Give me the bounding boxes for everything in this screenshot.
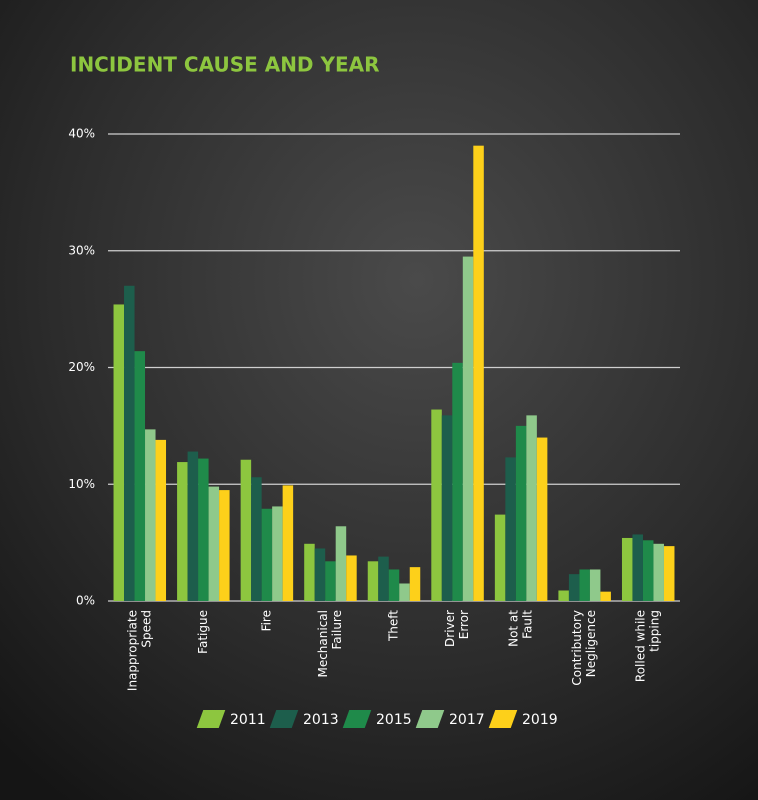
- bar: [304, 543, 315, 601]
- bar: [579, 569, 590, 601]
- bar: [441, 415, 453, 601]
- bar: [452, 362, 463, 601]
- legend-swatch: [342, 710, 372, 728]
- bar: [589, 569, 601, 601]
- bar: [208, 486, 220, 601]
- x-tick-label: Driver: [443, 610, 457, 647]
- bar: [621, 537, 633, 601]
- y-tick-label: 30%: [68, 243, 95, 257]
- bar: [558, 590, 569, 601]
- bar: [378, 556, 389, 601]
- bar: [282, 485, 294, 601]
- bar: [653, 543, 664, 601]
- legend-label: 2019: [522, 712, 558, 728]
- bar: [187, 451, 199, 601]
- x-tick-label: Contributory: [570, 610, 584, 686]
- x-tick-label: tipping: [648, 610, 662, 652]
- bar: [134, 351, 146, 601]
- bar: [155, 439, 167, 601]
- legend-swatch: [196, 710, 226, 728]
- bar: [600, 591, 611, 601]
- legend-swatch: [415, 710, 445, 728]
- x-tick-label: Rolled while: [634, 610, 648, 682]
- bar: [219, 490, 230, 601]
- bar: [272, 506, 283, 601]
- x-tick-label: Inappropriate: [125, 610, 139, 691]
- bar: [198, 458, 209, 601]
- bar: [632, 534, 643, 601]
- bar: [325, 561, 336, 601]
- bar: [367, 561, 379, 601]
- legend-swatch: [269, 710, 299, 728]
- legend-label: 2015: [376, 712, 412, 728]
- x-tick-label: Not at: [507, 610, 521, 647]
- bar: [251, 477, 262, 601]
- bar: [462, 256, 474, 601]
- x-tick-label: Speed: [139, 610, 153, 648]
- x-tick-label: Fatigue: [196, 610, 210, 654]
- x-tick-label: Fault: [521, 610, 535, 639]
- bar: [494, 514, 506, 601]
- bar: [388, 569, 400, 601]
- bar: [505, 457, 516, 601]
- bar: [261, 508, 273, 601]
- bar: [642, 540, 654, 601]
- bar: [536, 437, 548, 601]
- bar: [113, 304, 125, 601]
- bar: [240, 459, 252, 601]
- bar: [145, 429, 156, 601]
- x-tick-label: Fire: [259, 610, 273, 631]
- x-tick-label: Negligence: [584, 610, 598, 677]
- bar: [526, 415, 537, 601]
- bar: [409, 567, 421, 601]
- bar: [515, 425, 527, 601]
- bar: [568, 574, 580, 601]
- bar: [177, 462, 188, 601]
- x-tick-label: Error: [457, 610, 471, 639]
- bar: [335, 526, 347, 601]
- bar: [124, 285, 135, 601]
- bar: [431, 409, 442, 601]
- legend-label: 2017: [449, 712, 485, 728]
- bar: [473, 145, 484, 602]
- x-tick-label: Mechanical: [316, 610, 330, 678]
- legend-label: 2013: [303, 712, 339, 728]
- bar: [346, 555, 357, 601]
- legend-swatch: [488, 710, 518, 728]
- y-tick-label: 20%: [68, 360, 95, 374]
- chart-title: INCIDENT CAUSE AND YEAR: [70, 53, 380, 77]
- bar: [399, 583, 410, 601]
- x-tick-label: Theft: [387, 610, 401, 642]
- y-tick-label: 0%: [76, 594, 95, 608]
- bar: [663, 546, 675, 601]
- x-tick-label: Failure: [330, 610, 344, 649]
- bar: [314, 548, 326, 601]
- legend-label: 2011: [230, 712, 266, 728]
- y-tick-label: 10%: [68, 477, 95, 491]
- y-tick-label: 40%: [68, 127, 95, 141]
